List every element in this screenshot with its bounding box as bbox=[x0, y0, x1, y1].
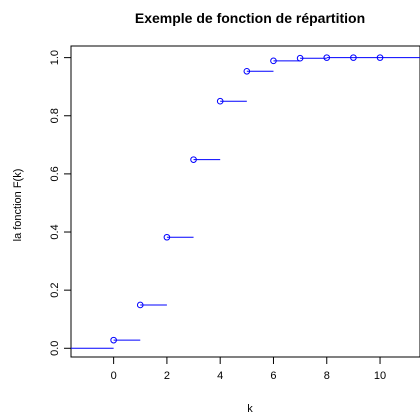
x-tick-label-5: 10 bbox=[374, 370, 386, 382]
step-point-4 bbox=[216, 97, 224, 105]
step-point-3 bbox=[190, 156, 197, 163]
y-tick-label-3: 0.6 bbox=[49, 166, 61, 181]
step-point-8 bbox=[323, 54, 331, 61]
y-tick-label-4: 0.8 bbox=[49, 108, 61, 123]
x-axis-label: k bbox=[247, 403, 253, 415]
y-tick-label-2: 0.4 bbox=[49, 224, 61, 239]
step-point-10 bbox=[376, 54, 384, 61]
step-point-5 bbox=[243, 67, 251, 75]
plot-frame bbox=[70, 45, 420, 358]
step-point-0 bbox=[110, 336, 117, 344]
x-axis: 0 2 4 6 8 10 bbox=[111, 357, 386, 382]
x-tick-label-3: 6 bbox=[270, 370, 276, 382]
x-tick-label-0: 0 bbox=[111, 370, 117, 382]
step-segments bbox=[71, 57, 420, 349]
y-axis-label: la fonction F(k) bbox=[12, 169, 24, 242]
y-tick-label-1: 0.2 bbox=[49, 283, 61, 298]
step-point-7 bbox=[296, 54, 304, 62]
y-tick-label-0: 0.0 bbox=[49, 341, 61, 356]
step-point-2 bbox=[163, 233, 171, 241]
step-point-1 bbox=[136, 301, 144, 309]
chart-title: Exemple de fonction de répartition bbox=[135, 10, 365, 26]
x-tick-label-1: 2 bbox=[164, 370, 170, 382]
step-point-6 bbox=[270, 57, 277, 65]
step-points bbox=[110, 54, 384, 344]
x-tick-label-4: 8 bbox=[324, 370, 330, 382]
y-axis: 0.0 0.2 0.4 0.6 0.8 1.0 bbox=[49, 50, 71, 356]
y-tick-label-5: 1.0 bbox=[49, 50, 61, 65]
x-tick-label-2: 4 bbox=[217, 370, 223, 382]
step-point-9 bbox=[350, 54, 357, 61]
